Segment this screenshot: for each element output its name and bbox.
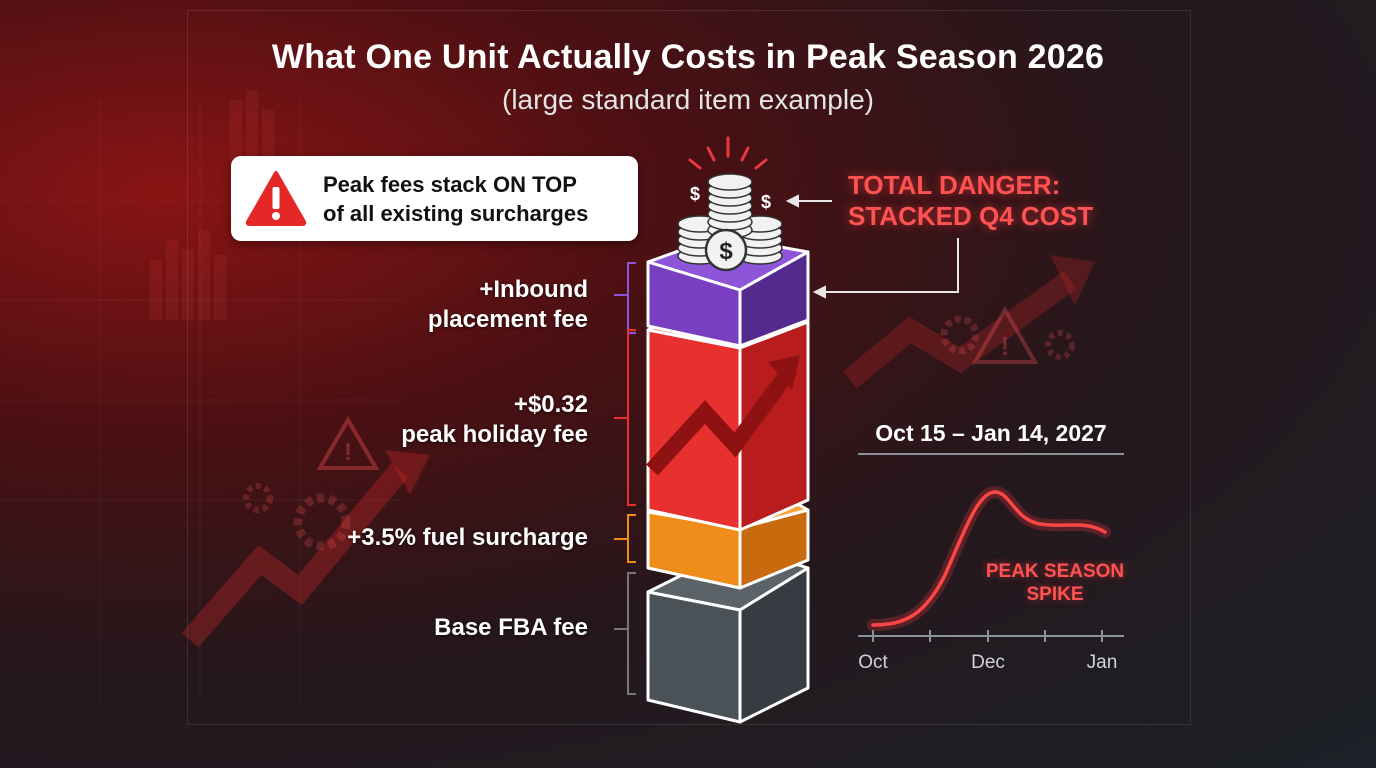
tick-label-oct: Oct bbox=[858, 652, 888, 673]
peak-season-curve bbox=[871, 490, 1107, 627]
svg-text:$: $ bbox=[690, 184, 700, 204]
svg-text:!: ! bbox=[1001, 331, 1010, 361]
danger-line-2: STACKED Q4 COST bbox=[848, 201, 1094, 231]
fuel-surcharge-label: +3.5% fuel surcharge bbox=[347, 524, 588, 551]
callout-text: Peak fees stack ON TOP of all existing s… bbox=[323, 170, 623, 228]
callout-line-2: of all existing surcharges bbox=[323, 201, 589, 226]
callout-line-1: Peak fees stack ON TOP bbox=[323, 172, 577, 197]
svg-text:$: $ bbox=[761, 192, 771, 212]
peak-holiday-fee-label: +$0.32 peak holiday fee bbox=[401, 391, 588, 448]
page-title: What One Unit Actually Costs in Peak Sea… bbox=[271, 38, 1105, 76]
tick-label-dec: Dec bbox=[971, 652, 1005, 673]
page-subtitle: (large standard item example) bbox=[502, 84, 874, 115]
danger-arrows bbox=[785, 194, 959, 299]
background-frame bbox=[187, 10, 1191, 725]
svg-text:$: $ bbox=[719, 238, 733, 265]
coin-stack-icon: $ $ $ bbox=[677, 136, 783, 272]
layer-brackets bbox=[614, 262, 636, 695]
date-range-label: Oct 15 – Jan 14, 2027 bbox=[875, 420, 1107, 446]
timeline-chart bbox=[858, 453, 1124, 642]
tick-label-jan: Jan bbox=[1086, 652, 1118, 673]
inbound-placement-label: +Inbound placement fee bbox=[427, 276, 588, 333]
base-fba-fee-label: Base FBA fee bbox=[434, 614, 588, 641]
warning-callout: Peak fees stack ON TOP of all existing s… bbox=[231, 156, 638, 241]
svg-text:!: ! bbox=[344, 439, 352, 466]
warning-triangle-icon bbox=[245, 171, 307, 226]
total-danger-label: TOTAL DANGER: STACKED Q4 COST bbox=[848, 170, 1148, 232]
peak-season-spike-label: PEAK SEASON SPIKE bbox=[985, 561, 1125, 605]
danger-line-1: TOTAL DANGER: bbox=[848, 170, 1061, 200]
